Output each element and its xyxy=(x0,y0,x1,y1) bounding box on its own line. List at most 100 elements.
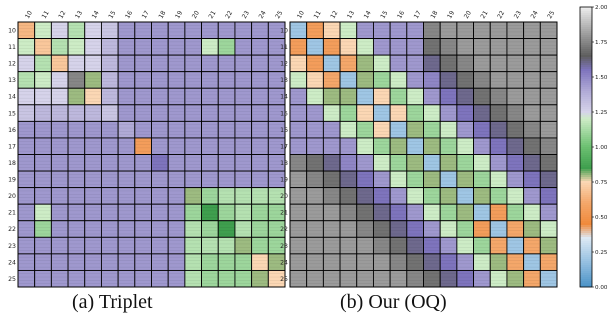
cell-12-10 xyxy=(289,54,308,73)
cell-19-15 xyxy=(372,170,391,189)
colorbar-band xyxy=(580,245,592,248)
cell-15-16 xyxy=(389,104,408,122)
colorbar-band xyxy=(580,9,592,12)
cell-24-17 xyxy=(406,253,424,271)
colorbar-band xyxy=(580,143,592,146)
cell-15-21 xyxy=(201,104,219,122)
y-tick-label: 19 xyxy=(8,177,16,184)
cell-11-20 xyxy=(456,38,475,56)
colorbar-tick-label: 1.50 xyxy=(595,75,608,81)
colorbar-band xyxy=(580,145,592,148)
colorbar-band xyxy=(580,49,592,52)
y-tick-label: 14 xyxy=(280,94,288,101)
cell-11-19 xyxy=(439,38,458,56)
cell-21-20 xyxy=(184,203,203,222)
colorbar-band xyxy=(580,45,592,48)
colorbar-band xyxy=(580,33,592,36)
cell-15-14 xyxy=(356,104,374,122)
cell-16-16 xyxy=(389,120,408,139)
colorbar-band xyxy=(580,57,592,60)
cell-21-16 xyxy=(389,203,408,222)
cell-16-13 xyxy=(67,120,86,139)
cell-18-10 xyxy=(17,154,36,172)
cell-17-23 xyxy=(506,137,525,155)
cell-19-19 xyxy=(439,170,458,189)
heatmap-frame xyxy=(17,21,286,288)
cell-16-25 xyxy=(539,120,558,139)
cell-25-11 xyxy=(34,269,52,288)
y-tick-label: 25 xyxy=(8,276,16,283)
cell-12-14 xyxy=(84,54,102,73)
cell-17-14 xyxy=(84,137,102,155)
cell-17-13 xyxy=(67,137,86,155)
cell-17-16 xyxy=(389,137,408,155)
cell-10-18 xyxy=(423,21,441,40)
cell-20-25 xyxy=(539,187,558,205)
cell-13-21 xyxy=(201,71,219,89)
cell-24-24 xyxy=(523,253,541,271)
x-tick-label: 17 xyxy=(141,10,151,20)
cell-23-19 xyxy=(439,236,458,255)
cell-24-22 xyxy=(489,253,508,271)
caption-oq: (b) Our (OQ) xyxy=(340,291,447,313)
colorbar-band xyxy=(580,121,592,124)
colorbar-band xyxy=(580,255,592,258)
cell-11-13 xyxy=(339,38,358,56)
colorbar-band xyxy=(580,231,592,234)
cell-19-13 xyxy=(67,170,86,189)
cell-20-16 xyxy=(117,187,136,205)
cell-12-13 xyxy=(67,54,86,73)
cell-22-22 xyxy=(217,220,236,238)
cell-14-21 xyxy=(473,87,491,106)
cell-15-16 xyxy=(117,104,136,122)
x-tick-label: 20 xyxy=(191,10,201,20)
cell-23-10 xyxy=(289,236,308,255)
cell-20-20 xyxy=(184,187,203,205)
cell-11-21 xyxy=(473,38,491,56)
cell-18-14 xyxy=(356,154,374,172)
cell-10-13 xyxy=(67,21,86,40)
colorbar-band xyxy=(580,185,592,188)
colorbar-tick-label: 1.25 xyxy=(595,110,608,116)
colorbar-band xyxy=(580,209,592,212)
colorbar-band xyxy=(580,223,592,226)
cell-16-22 xyxy=(217,120,236,139)
cell-25-20 xyxy=(184,269,203,288)
y-tick-label: 17 xyxy=(280,143,288,150)
colorbar-band xyxy=(580,25,592,28)
cell-24-25 xyxy=(539,253,558,271)
cell-10-24 xyxy=(251,21,269,40)
cell-17-12 xyxy=(50,137,69,155)
colorbar-band xyxy=(580,265,592,268)
x-tick-label: 23 xyxy=(241,10,251,20)
cell-23-14 xyxy=(356,236,374,255)
y-tick-label: 11 xyxy=(8,44,16,51)
cell-24-10 xyxy=(17,253,36,271)
cell-10-21 xyxy=(473,21,491,40)
cell-25-19 xyxy=(439,269,458,288)
cell-17-22 xyxy=(217,137,236,155)
colorbar-band xyxy=(580,67,592,70)
colorbar-band xyxy=(580,105,592,108)
y-tick-label: 13 xyxy=(280,77,288,84)
cell-22-25 xyxy=(539,220,558,238)
cell-20-12 xyxy=(322,187,341,205)
colorbar-band xyxy=(580,81,592,84)
cell-17-20 xyxy=(184,137,203,155)
heatmap-triplet: 10 10 11 11 12 12 13 13 14 14 15 15 16 16 17 17 18 18 19 19… xyxy=(8,10,286,288)
cell-25-20 xyxy=(456,269,475,288)
cell-21-19 xyxy=(439,203,458,222)
cell-23-10 xyxy=(17,236,36,255)
colorbar-tick-label: 0.50 xyxy=(595,215,608,221)
colorbar-band xyxy=(580,197,592,200)
cell-10-20 xyxy=(456,21,475,40)
cell-23-18 xyxy=(423,236,441,255)
cell-19-16 xyxy=(389,170,408,189)
colorbar-band xyxy=(580,173,592,176)
cell-15-12 xyxy=(50,104,69,122)
colorbar-band xyxy=(580,101,592,104)
cell-14-22 xyxy=(217,87,236,106)
colorbar-band xyxy=(580,147,592,150)
cell-17-15 xyxy=(100,137,119,155)
colorbar-band xyxy=(580,203,592,206)
